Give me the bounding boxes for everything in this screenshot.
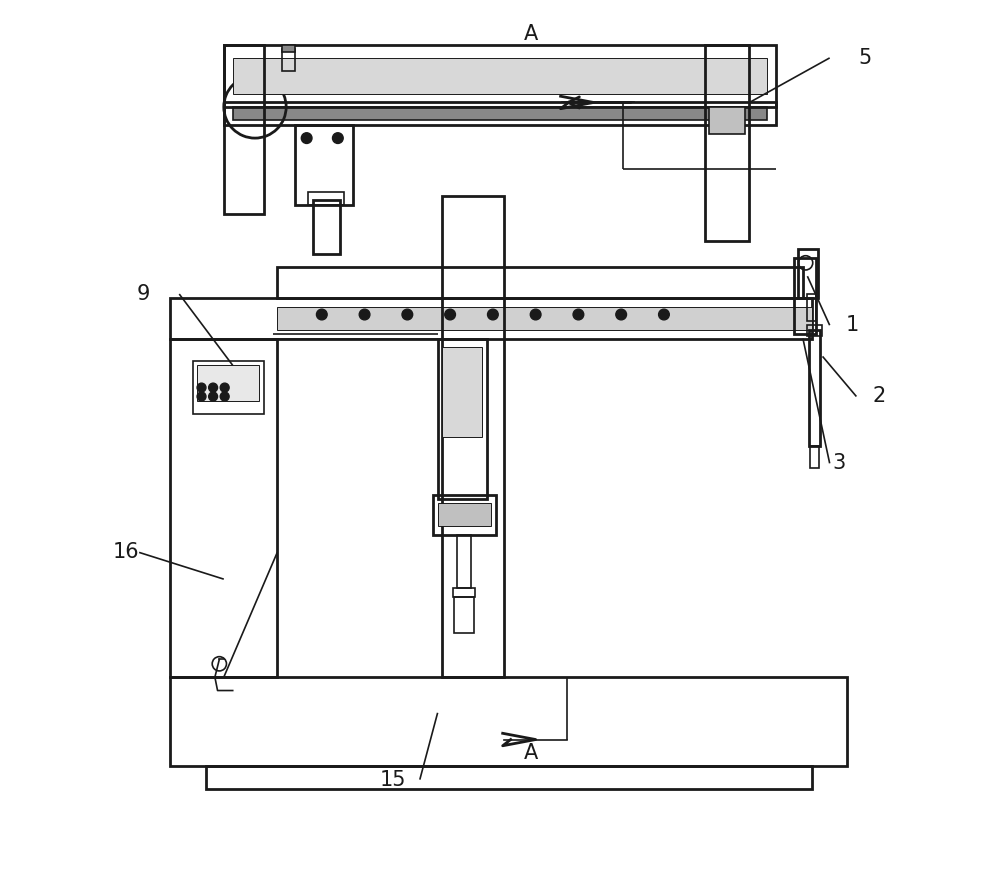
Text: A: A [524,743,538,763]
Bar [442,196,504,677]
Bar [453,588,475,597]
Text: A: A [524,24,538,44]
Bar [277,307,812,330]
Bar [457,535,471,588]
Bar [807,325,822,336]
Bar [224,45,776,107]
Bar [170,298,812,339]
Bar [277,267,803,298]
Bar [313,200,340,254]
Circle shape [445,309,455,320]
Text: 15: 15 [380,770,406,789]
Circle shape [220,383,229,392]
Text: 16: 16 [112,543,139,562]
Bar [454,597,474,633]
Bar [433,495,496,535]
Bar [810,446,819,468]
Bar [170,677,847,766]
Text: 2: 2 [872,387,885,406]
Bar [170,339,277,677]
Bar [798,249,818,298]
Bar [282,49,295,71]
Circle shape [197,383,206,392]
Circle shape [616,309,627,320]
Circle shape [659,309,669,320]
Bar [709,107,745,134]
Bar [224,102,776,125]
Circle shape [301,133,312,143]
Circle shape [530,309,541,320]
Circle shape [209,392,218,401]
Bar [438,503,491,526]
Text: 1: 1 [845,315,859,335]
Bar [193,361,264,414]
Bar [295,125,353,205]
Bar [206,766,812,789]
Bar [308,192,344,205]
Circle shape [488,309,498,320]
Circle shape [332,133,343,143]
Bar [224,45,264,214]
Circle shape [402,309,413,320]
Bar [705,45,749,241]
Circle shape [197,392,206,401]
Text: 5: 5 [859,48,872,68]
Bar [442,347,482,437]
Text: 3: 3 [832,454,845,473]
Circle shape [573,309,584,320]
Circle shape [209,383,218,392]
Bar [807,294,816,321]
Circle shape [220,392,229,401]
Bar [809,330,820,446]
Bar [282,45,295,52]
Bar [438,339,487,499]
Circle shape [359,309,370,320]
Bar [233,107,767,120]
Text: 9: 9 [137,284,150,304]
Bar [794,258,816,334]
Circle shape [316,309,327,320]
Bar [233,58,767,94]
Bar [197,365,259,401]
